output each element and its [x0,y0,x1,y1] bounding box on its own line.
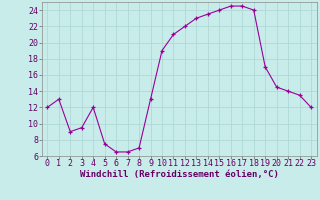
X-axis label: Windchill (Refroidissement éolien,°C): Windchill (Refroidissement éolien,°C) [80,170,279,179]
